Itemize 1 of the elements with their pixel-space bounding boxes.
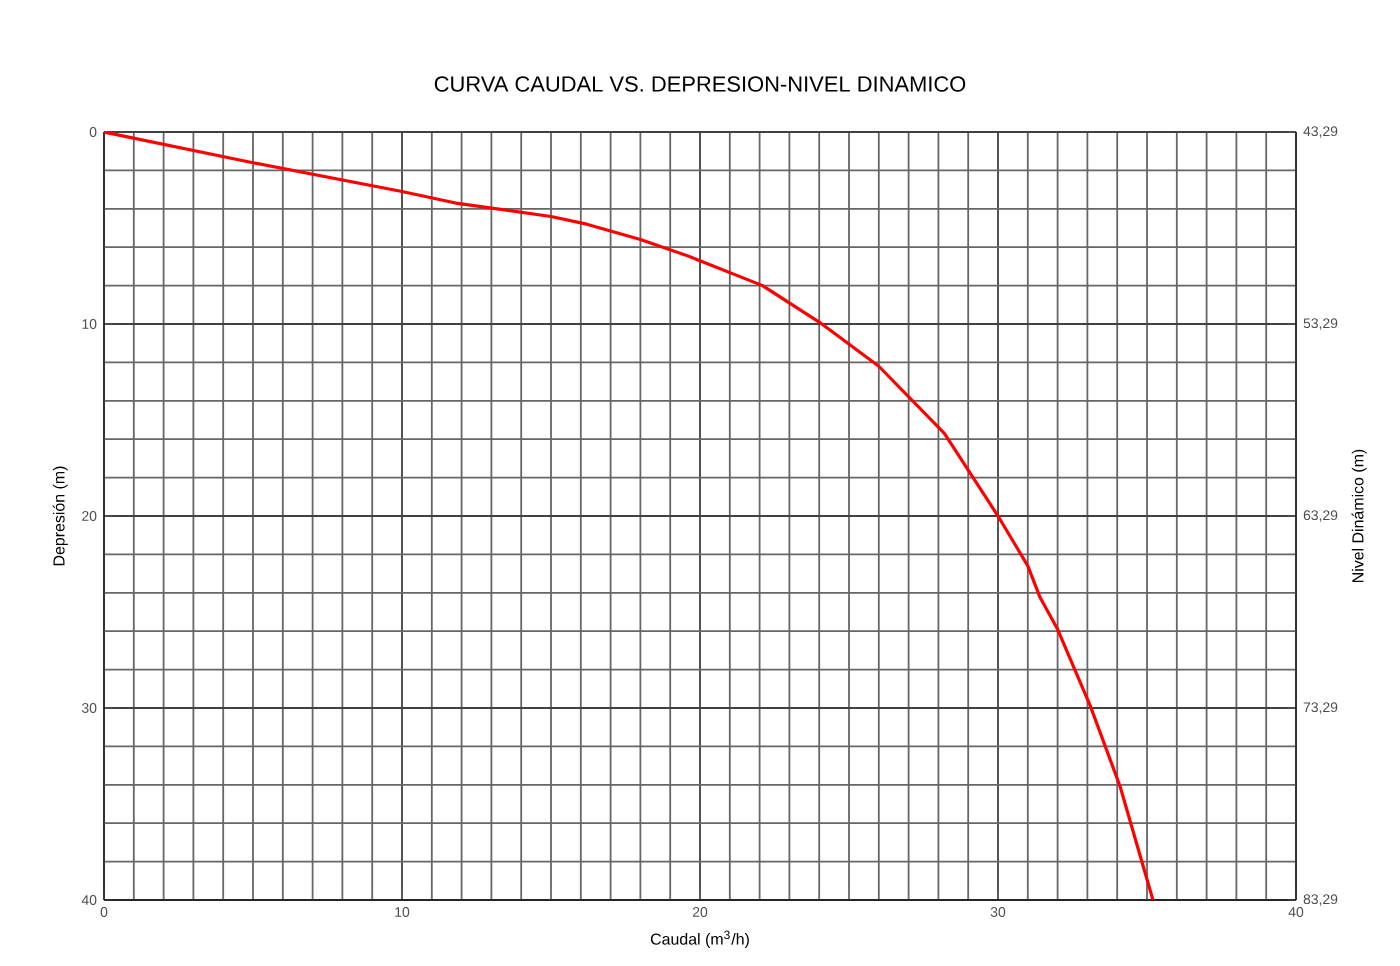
chart-title: CURVA CAUDAL VS. DEPRESION-NIVEL DINAMICO	[434, 76, 966, 92]
